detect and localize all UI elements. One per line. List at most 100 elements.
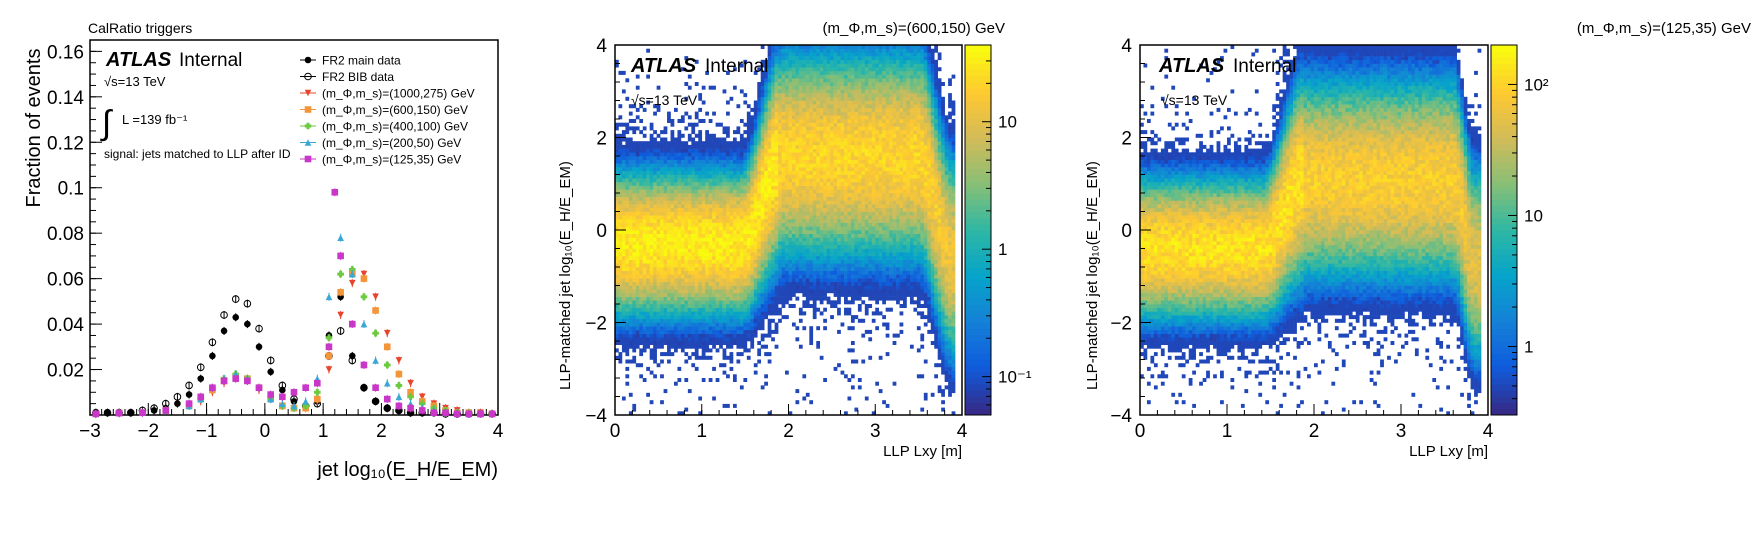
heatmap-cell bbox=[705, 200, 709, 205]
heatmap-cell bbox=[642, 296, 647, 301]
heatmap-cell bbox=[764, 137, 768, 142]
heatmap-cell bbox=[816, 119, 821, 123]
data-point bbox=[232, 313, 240, 321]
heatmap-cell bbox=[767, 67, 772, 72]
x-tick-label: −2 bbox=[137, 421, 159, 442]
heatmap-cell bbox=[667, 207, 671, 212]
heatmap-cell bbox=[826, 196, 831, 201]
heatmap-cell bbox=[618, 241, 623, 246]
heatmap-cell bbox=[618, 315, 623, 320]
heatmap-cell bbox=[809, 133, 814, 138]
heatmap-cell bbox=[715, 248, 720, 253]
heatmap-cell bbox=[739, 193, 744, 197]
heatmap-cell bbox=[743, 211, 748, 216]
heatmap-cell bbox=[615, 326, 619, 331]
heatmap-cell bbox=[833, 133, 838, 138]
heatmap-cell bbox=[715, 167, 720, 172]
heatmap-cell bbox=[680, 281, 685, 286]
heatmap-cell bbox=[635, 255, 640, 260]
heatmap-cell bbox=[739, 200, 744, 205]
heatmap-cell bbox=[625, 226, 630, 231]
heatmap-cell bbox=[656, 333, 661, 338]
heatmap-cell bbox=[781, 141, 786, 146]
heatmap-cell bbox=[840, 292, 845, 297]
heatmap-cell bbox=[785, 278, 789, 283]
heatmap-cell bbox=[691, 244, 696, 249]
legend-label: FR2 BIB data bbox=[322, 70, 394, 84]
heatmap-cell bbox=[736, 278, 741, 283]
heatmap-cell bbox=[753, 148, 758, 153]
heatmap-cell bbox=[795, 244, 800, 249]
heatmap-cell bbox=[736, 207, 741, 212]
heatmap-cell bbox=[764, 178, 768, 183]
heatmap-cell bbox=[677, 289, 682, 294]
heatmap-cell bbox=[788, 289, 793, 294]
heatmap-cell bbox=[746, 255, 751, 260]
heatmap-cell bbox=[726, 259, 730, 264]
heatmap-cell bbox=[833, 200, 838, 205]
heatmap-cell bbox=[833, 59, 838, 64]
heatmap-cell bbox=[757, 122, 762, 127]
heatmap-cell bbox=[743, 304, 748, 308]
heatmap-cell bbox=[767, 93, 772, 98]
heatmap-cell bbox=[663, 204, 668, 209]
heatmap-cell bbox=[673, 341, 678, 345]
heatmap-cell bbox=[701, 233, 706, 238]
integral-symbol: ∫ bbox=[100, 104, 113, 142]
heatmap-cell bbox=[781, 156, 786, 160]
heatmap-cell bbox=[743, 307, 748, 312]
data-point bbox=[331, 188, 339, 196]
heatmap-cell bbox=[705, 130, 709, 135]
heatmap-cell bbox=[632, 237, 637, 242]
heatmap-cell bbox=[816, 222, 821, 227]
heatmap-cell bbox=[837, 67, 841, 72]
heatmap-cell bbox=[670, 296, 675, 301]
heatmap-cell bbox=[736, 329, 741, 334]
y-tick-label: 0.06 bbox=[47, 270, 84, 291]
heatmap-cell bbox=[635, 329, 640, 334]
heatmap-cell bbox=[823, 281, 827, 286]
heatmap-cell bbox=[663, 200, 668, 205]
heatmap-cell bbox=[819, 133, 824, 138]
heatmap-cell bbox=[628, 344, 633, 349]
heatmap-cell bbox=[698, 300, 703, 305]
heatmap-cell bbox=[823, 100, 827, 105]
heatmap-cell bbox=[764, 156, 768, 160]
heatmap-cell bbox=[635, 226, 640, 231]
heatmap-cell bbox=[819, 300, 824, 305]
energy-label-1: √s=13 TeV bbox=[104, 74, 166, 89]
heatmap-cell bbox=[757, 119, 762, 123]
heatmap-cell bbox=[753, 167, 758, 172]
heatmap-cell bbox=[722, 259, 727, 264]
heatmap-cell bbox=[694, 226, 699, 231]
heatmap-cell bbox=[774, 311, 779, 316]
heatmap-cell bbox=[778, 52, 782, 57]
heatmap-cell bbox=[764, 141, 768, 146]
heatmap-cell bbox=[826, 126, 831, 131]
heatmap-cell bbox=[660, 148, 664, 153]
heatmap-cell bbox=[840, 185, 845, 190]
heatmap-cell bbox=[774, 137, 779, 142]
heatmap-cell bbox=[736, 130, 741, 135]
heatmap-cell bbox=[819, 82, 824, 86]
heatmap-cell bbox=[649, 252, 654, 257]
heatmap-cell bbox=[736, 170, 741, 175]
heatmap-cell bbox=[722, 348, 727, 353]
heatmap-cell bbox=[781, 222, 786, 227]
heatmap-cell bbox=[781, 48, 786, 53]
heatmap-cell bbox=[809, 63, 814, 68]
heatmap-cell bbox=[826, 67, 831, 72]
heatmap-cell bbox=[764, 104, 768, 109]
heatmap-cell bbox=[819, 152, 824, 157]
heatmap-cell bbox=[750, 300, 755, 305]
heatmap-cell bbox=[673, 252, 678, 257]
heatmap-cell bbox=[830, 107, 834, 112]
heatmap-cell bbox=[618, 329, 623, 334]
heatmap-cell bbox=[729, 237, 734, 242]
heatmap-cell bbox=[785, 107, 789, 112]
heatmap-cell bbox=[757, 315, 762, 320]
heatmap-cell bbox=[802, 67, 807, 72]
heatmap-cell bbox=[778, 252, 782, 257]
heatmap-cell bbox=[687, 152, 692, 157]
heatmap-cell bbox=[805, 211, 810, 216]
